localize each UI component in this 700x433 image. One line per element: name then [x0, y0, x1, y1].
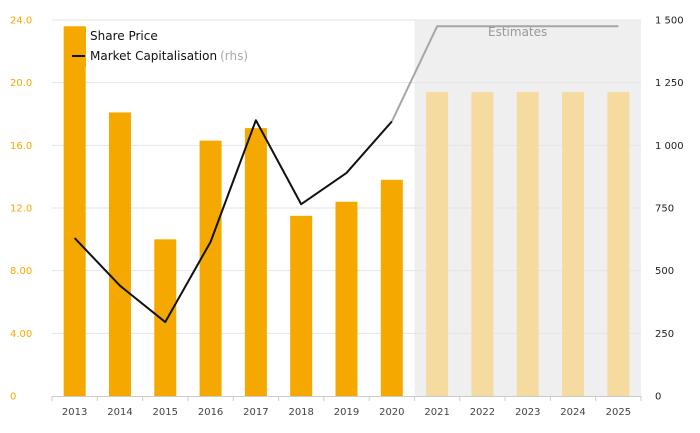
y-left-tick-label: 8.00 — [10, 266, 32, 277]
x-tick-label: 2024 — [560, 407, 585, 418]
legend-market-cap-name: Market Capitalisation — [90, 49, 217, 63]
y-right-tick-label: 0 — [655, 392, 661, 403]
legend-swatch-share-price — [64, 27, 86, 67]
y-right-tick-label: 1 250 — [655, 78, 684, 89]
x-tick-label: 2018 — [288, 407, 313, 418]
y-right-tick-label: 750 — [655, 204, 674, 215]
bar-share-price — [335, 201, 358, 396]
x-tick-label: 2016 — [198, 407, 223, 418]
line-market-cap-estimate — [390, 25, 619, 122]
y-right-tick-label: 1 000 — [655, 141, 684, 152]
legend-label-market-cap: Market Capitalisation (rhs) — [90, 49, 248, 63]
axes: 0 0 4.00 250 8.00 500 12.0 750 16.0 1 000 20.0 1 25… — [10, 16, 684, 419]
x-tick-label: 2019 — [334, 407, 359, 418]
bar-share-price — [607, 92, 630, 397]
market-cap-line — [73, 25, 619, 324]
share-price-bars — [63, 26, 630, 397]
x-tick-label: 2017 — [243, 407, 268, 418]
bar-share-price — [426, 92, 449, 397]
x-tick-label: 2015 — [153, 407, 178, 418]
y-left-tick-label: 4.00 — [10, 329, 32, 340]
y-right-tick-label: 250 — [655, 329, 674, 340]
bar-share-price — [380, 179, 403, 396]
y-left-tick-label: 20.0 — [10, 78, 32, 89]
legend: Share Price Market Capitalisation (rhs) — [64, 27, 248, 67]
y-left-tick-label: 24.0 — [10, 16, 32, 27]
legend-label-share-price: Share Price — [90, 29, 158, 43]
line-market-cap-actual — [73, 119, 393, 324]
x-tick-label: 2013 — [62, 407, 87, 418]
x-tick-label: 2022 — [470, 407, 495, 418]
bar-share-price — [154, 239, 177, 396]
estimates-label: Estimates — [488, 25, 547, 39]
bar-share-price — [471, 92, 494, 397]
bar-share-price — [108, 112, 131, 396]
bar-share-price — [63, 26, 86, 397]
y-left-tick-label: 16.0 — [10, 141, 32, 152]
y-left-tick-label: 0 — [10, 392, 16, 403]
x-tick-label: 2020 — [379, 407, 404, 418]
y-left-tick-label: 12.0 — [10, 204, 32, 215]
x-tick-label: 2014 — [107, 407, 132, 418]
bar-share-price — [562, 92, 585, 397]
bar-share-price — [199, 140, 222, 396]
bar-share-price — [290, 215, 313, 396]
x-tick-label: 2025 — [606, 407, 631, 418]
y-right-tick-label: 500 — [655, 266, 674, 277]
x-tick-label: 2021 — [424, 407, 449, 418]
bar-share-price — [516, 92, 539, 397]
bar-share-price — [244, 128, 267, 396]
y-right-tick-label: 1 500 — [655, 16, 684, 27]
x-tick-label: 2023 — [515, 407, 540, 418]
legend-rhs-note: (rhs) — [220, 49, 248, 63]
